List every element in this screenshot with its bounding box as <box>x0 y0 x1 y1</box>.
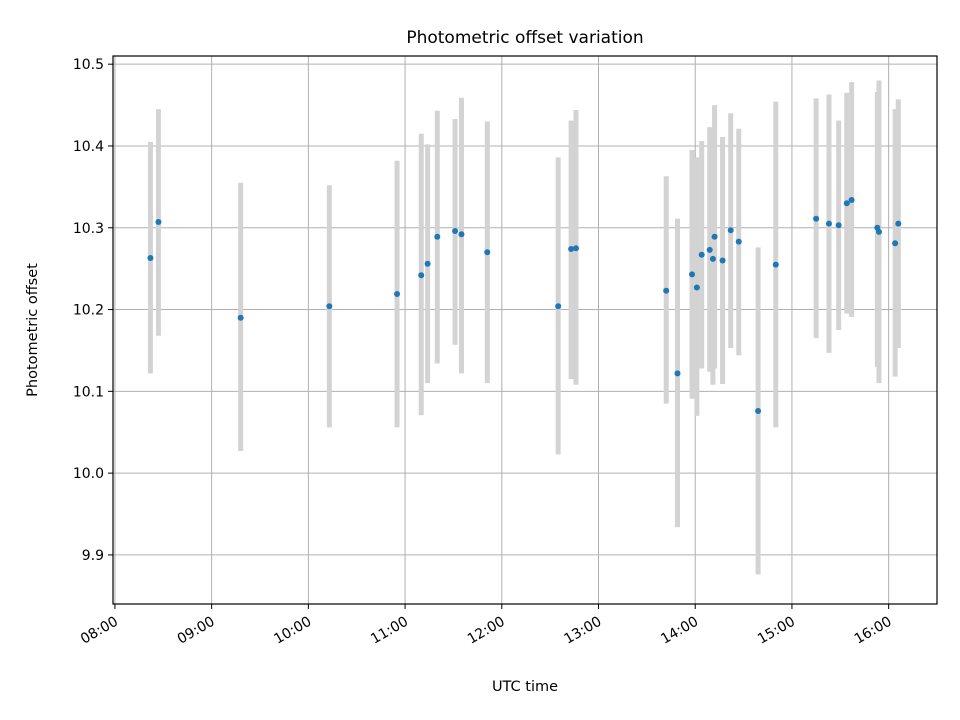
data-point <box>155 219 162 226</box>
y-axis-ticks: 9.9 10.0 10.1 10.2 10.3 10.4 10.5 <box>73 57 113 564</box>
data-point <box>689 271 696 278</box>
data-point <box>843 200 850 207</box>
grid-lines <box>113 56 937 604</box>
data-point <box>572 245 579 252</box>
x-tick-label: 11:00 <box>368 614 411 648</box>
data-point <box>875 228 882 235</box>
data-point <box>825 220 832 227</box>
data-point <box>568 246 575 253</box>
data-point <box>693 284 700 291</box>
x-axis-ticks: 08:00 09:00 10:00 11:00 12:00 13:00 14:00 15:00… <box>78 604 895 648</box>
data-point <box>719 257 726 264</box>
data-point <box>895 220 902 227</box>
y-tick-label: 10.4 <box>73 139 104 155</box>
x-axis-label: UTC time <box>492 679 558 695</box>
data-point <box>418 272 425 279</box>
x-tick-label: 13:00 <box>562 614 605 648</box>
y-tick-label: 10.5 <box>73 57 104 73</box>
data-point <box>147 255 154 262</box>
data-point <box>711 233 718 240</box>
data-point <box>727 227 734 234</box>
data-point <box>458 231 465 238</box>
data-point <box>326 303 333 310</box>
chart-title: Photometric offset variation <box>406 28 643 48</box>
data-point <box>892 240 899 247</box>
x-tick-label: 16:00 <box>852 614 895 648</box>
plot-frame <box>112 55 938 605</box>
y-axis-label: Photometric offset <box>25 263 41 397</box>
data-point <box>709 255 716 262</box>
data-point <box>237 314 244 321</box>
error-bars <box>147 80 901 575</box>
data-point <box>706 246 713 253</box>
data-point <box>835 222 842 229</box>
data-point <box>424 260 431 267</box>
data-point <box>394 291 401 298</box>
data-point <box>452 228 459 235</box>
data-point <box>555 303 562 310</box>
data-point <box>772 261 779 268</box>
x-tick-label: 15:00 <box>755 614 798 648</box>
data-point <box>698 251 705 258</box>
y-tick-label: 10.2 <box>73 303 104 319</box>
x-tick-label: 12:00 <box>465 614 508 648</box>
x-tick-label: 09:00 <box>175 614 218 648</box>
data-point <box>755 407 762 414</box>
y-tick-label: 9.9 <box>82 548 104 564</box>
y-tick-label: 10.1 <box>73 384 104 400</box>
y-tick-label: 10.0 <box>73 466 104 482</box>
x-tick-label: 14:00 <box>658 614 701 648</box>
x-tick-label: 08:00 <box>78 614 121 648</box>
data-point <box>674 370 681 377</box>
data-point <box>484 249 491 256</box>
y-tick-label: 10.3 <box>73 221 104 237</box>
x-tick-label: 10:00 <box>271 614 314 648</box>
data-point <box>434 233 441 240</box>
data-point <box>735 238 742 245</box>
data-points <box>147 196 902 414</box>
data-point <box>813 215 820 222</box>
data-point <box>848 196 855 203</box>
data-point <box>663 287 670 294</box>
